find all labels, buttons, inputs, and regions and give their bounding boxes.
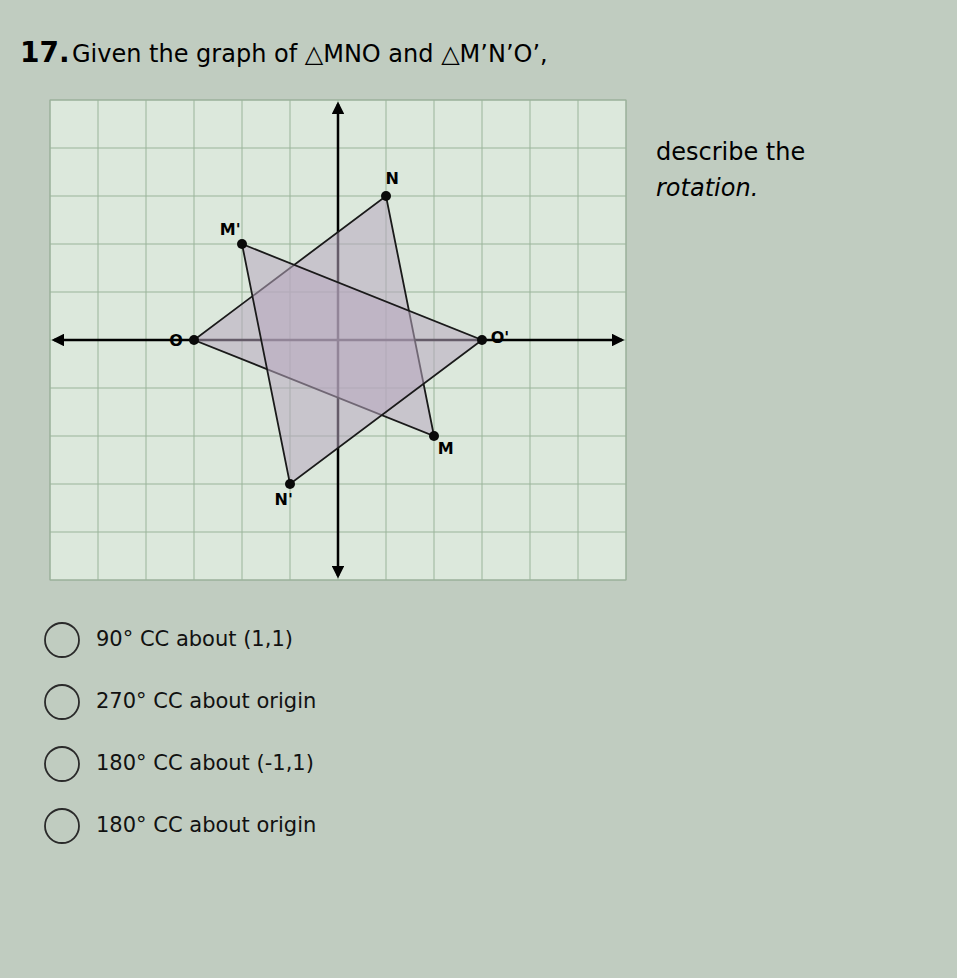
grid-line-y — [50, 100, 626, 101]
question-number: 17. — [20, 36, 70, 69]
vertex-label: M — [438, 439, 454, 458]
vertex-label: O — [169, 331, 183, 350]
point-labels: M N O M' N' O' — [169, 169, 509, 510]
grid — [50, 100, 626, 580]
title: Given the graph of △MNO and △M’N’O’, — [72, 40, 548, 68]
vertex-label: M' — [220, 220, 241, 239]
triangle — [242, 244, 482, 484]
vertex — [381, 191, 391, 201]
choice-bubble[interactable] — [45, 685, 79, 719]
marks — [189, 191, 487, 489]
annotation: rotation. — [656, 174, 758, 202]
background — [0, 0, 957, 978]
grid-line-y — [50, 580, 626, 581]
vertex-label: N' — [275, 490, 293, 509]
vertex — [189, 335, 199, 345]
choice-bubble[interactable] — [45, 747, 79, 781]
vertex — [477, 335, 487, 345]
vertex — [285, 479, 295, 489]
choice-bubble[interactable] — [45, 623, 79, 657]
choice-bubble[interactable] — [45, 809, 79, 843]
choice-text: 90° CC about (1,1) — [96, 627, 293, 651]
choice-text: 180° CC about (-1,1) — [96, 751, 314, 775]
annotation: describe the — [656, 138, 805, 166]
vertex — [237, 239, 247, 249]
plot-area — [50, 100, 626, 580]
choice-text: 270° CC about origin — [96, 689, 316, 713]
vertex-label: N — [386, 169, 399, 188]
choice-text: 180° CC about origin — [96, 813, 316, 837]
vertex-label: O' — [491, 328, 510, 347]
